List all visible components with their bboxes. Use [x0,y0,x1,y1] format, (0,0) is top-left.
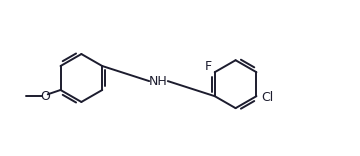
Text: NH: NH [149,75,168,88]
Text: F: F [205,60,212,73]
Text: Cl: Cl [261,91,274,104]
Text: O: O [40,90,50,103]
